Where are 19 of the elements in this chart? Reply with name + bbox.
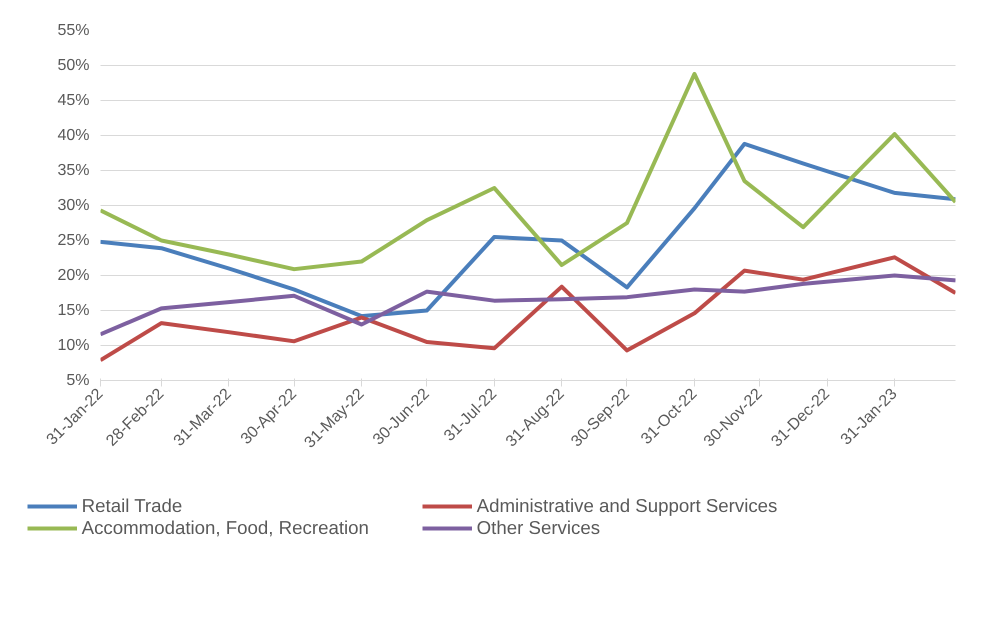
y-tick-label: 35%	[57, 162, 90, 179]
y-tick-label: 45%	[57, 92, 90, 109]
line-series	[100, 274, 956, 336]
y-tick-label: 20%	[57, 267, 90, 284]
y-tick-label: 15%	[57, 302, 90, 319]
line-series	[100, 72, 956, 272]
y-tick-label: 25%	[57, 232, 90, 249]
legend-label: Retail Trade	[82, 495, 184, 517]
y-tick-label: 55%	[57, 22, 90, 39]
legend-label: Other Services	[476, 517, 602, 539]
y-tick-label: 10%	[57, 337, 90, 354]
legend-label: Administrative and Support Services	[476, 495, 778, 517]
y-tick-label: 5%	[66, 372, 90, 389]
legend-label: Accommodation, Food, Recreation	[82, 517, 370, 539]
line-series	[100, 255, 956, 362]
y-tick-label: 40%	[57, 127, 90, 144]
y-tick-label: 30%	[57, 197, 90, 214]
y-tick-label: 50%	[57, 57, 90, 74]
line-series	[100, 142, 956, 318]
